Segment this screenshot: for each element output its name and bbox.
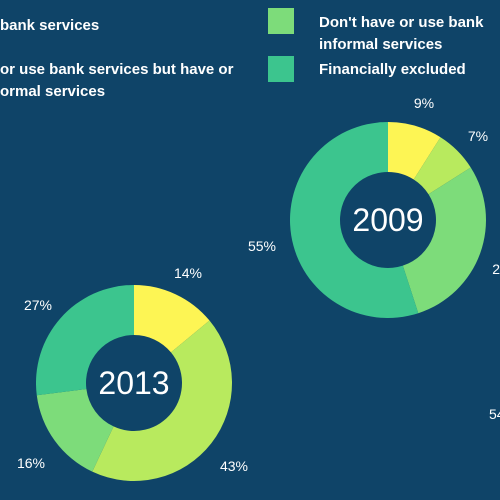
donut-2009-label-2: 2	[492, 261, 500, 277]
donut-2009-slice-2	[402, 167, 487, 314]
donut-2013-label-2: 16%	[17, 455, 45, 471]
donut-2013-slice-2	[36, 389, 114, 472]
donut-2009-center-label: 2009	[352, 202, 423, 238]
legend-swatch-dont-have	[268, 8, 294, 34]
legend-swatch-financially-excluded	[268, 56, 294, 82]
donut-2013-slice-3	[36, 285, 134, 396]
donut-2009-slice-1	[413, 137, 471, 195]
donut-2013-slice-0	[134, 285, 210, 353]
legend-label-informal-services: or use bank services but have or ormal s…	[0, 61, 234, 100]
legend-label-dont-have: Don't have or use bank informal services	[319, 14, 484, 53]
donut-2009-label-1: 7%	[468, 128, 488, 144]
donut-2013-center-label: 2013	[98, 365, 169, 401]
stray-percent-label: 54	[489, 406, 500, 422]
donut-2009-label-0: 9%	[414, 95, 434, 111]
donut-2009-slice-0	[388, 122, 441, 180]
donut-2013-label-1: 43%	[220, 458, 248, 474]
legend-label-financially-excluded: Financially excluded	[319, 61, 466, 78]
donut-2013-label-3: 27%	[24, 297, 52, 313]
donut-2009-label-3: 55%	[248, 238, 276, 254]
donut-2013-slice-1	[92, 320, 233, 481]
donut-2013-label-0: 14%	[174, 265, 202, 281]
donut-2009-slice-3	[290, 122, 419, 319]
legend-label-bank-services: bank services	[0, 17, 100, 34]
